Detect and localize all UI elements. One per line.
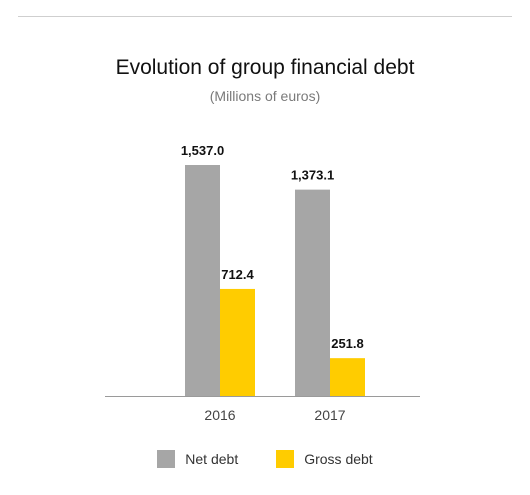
legend-item-net-debt: Net debt — [157, 450, 238, 468]
bar-chart: 1,537.0 712.4 2016 1,373.1 251.8 2017 — [105, 143, 420, 423]
data-label-net-debt-2017: 1,373.1 — [291, 168, 334, 183]
data-label-net-debt-2016: 1,537.0 — [181, 143, 224, 158]
bar-net-debt-2017 — [295, 189, 330, 396]
legend-item-gross-debt: Gross debt — [276, 450, 373, 468]
chart-title: Evolution of group financial debt — [115, 56, 415, 79]
x-tick-label-2016: 2016 — [204, 407, 235, 423]
x-tick-label-2017: 2017 — [314, 407, 345, 423]
bar-gross-debt-2016 — [220, 288, 255, 396]
chart-legend: Net debt Gross debt — [0, 450, 530, 468]
legend-label-net-debt: Net debt — [185, 451, 239, 467]
data-label-gross-debt-2017: 251.8 — [331, 336, 364, 351]
legend-swatch-net-debt — [157, 450, 176, 468]
legend-label-gross-debt: Gross debt — [304, 451, 373, 467]
bar-net-debt-2016 — [185, 165, 220, 396]
chart-subtitle: (Millions of euros) — [209, 88, 321, 104]
data-label-gross-debt-2016: 712.4 — [221, 267, 254, 282]
legend-swatch-gross-debt — [276, 450, 295, 468]
bar-gross-debt-2017 — [330, 358, 365, 396]
top-divider — [18, 16, 512, 17]
